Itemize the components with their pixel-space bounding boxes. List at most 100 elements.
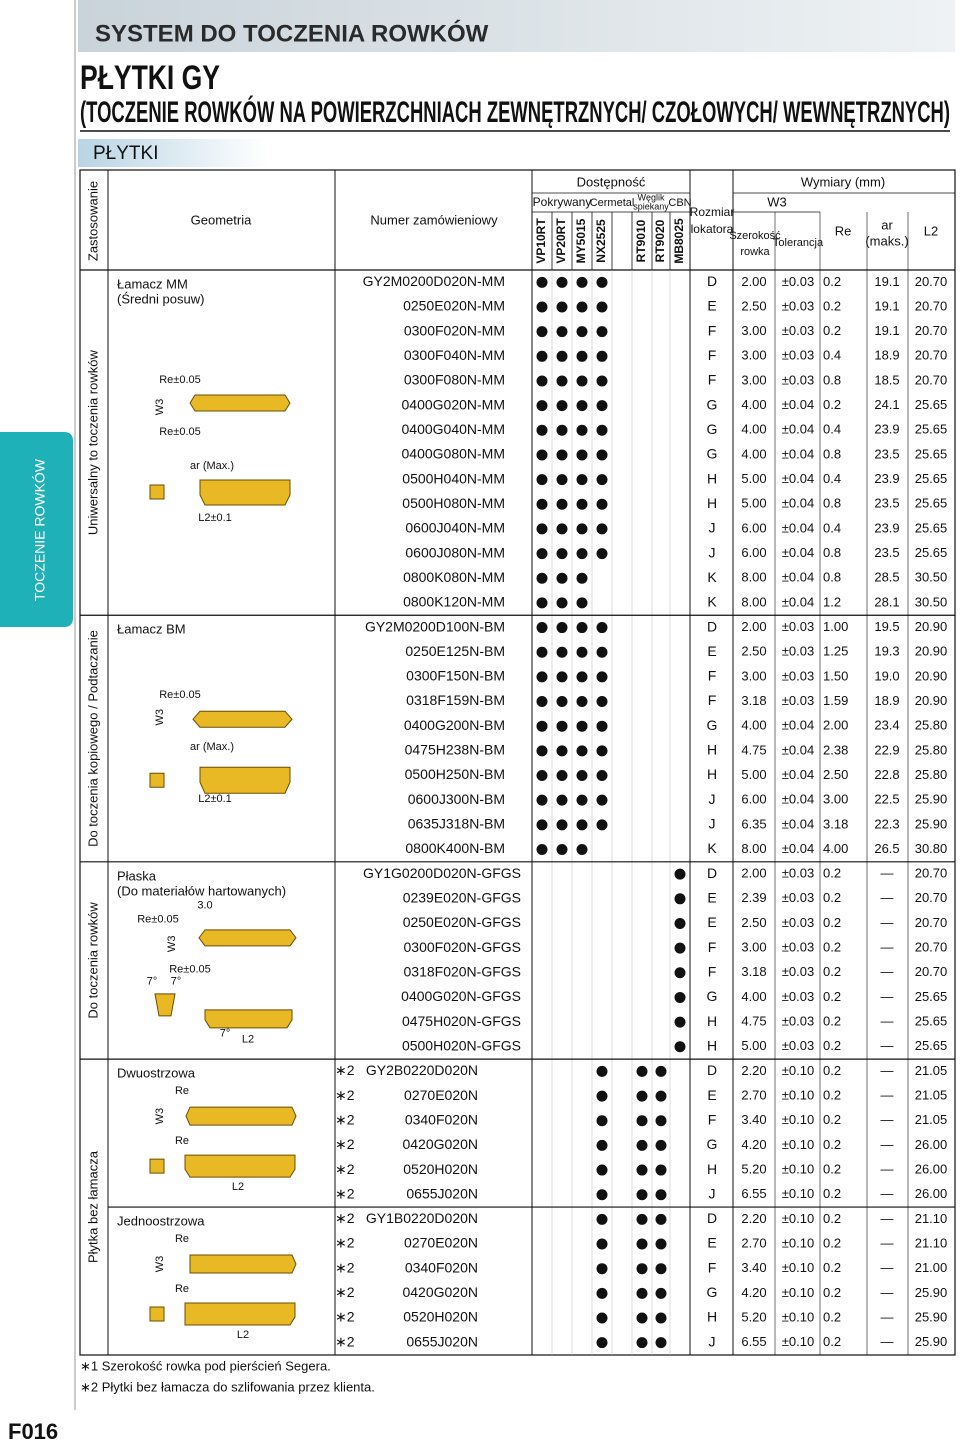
tolerance: ±0.03 [782, 915, 814, 930]
tolerance: ±0.10 [782, 1285, 814, 1300]
order-number: 0800K080N-MM [403, 569, 505, 585]
availability-dot [596, 1090, 608, 1102]
geometry-name: (Do materiałów hartowanych) [117, 883, 286, 898]
l2: 25.65 [915, 520, 948, 535]
tolerance: ±0.04 [782, 718, 814, 733]
availability-dot [636, 1312, 648, 1324]
locator: F [708, 1259, 717, 1275]
locator: G [707, 717, 718, 733]
side-tab-text: TOCZENIE ROWKÓW [32, 458, 48, 601]
ar: 23.9 [874, 471, 899, 486]
availability-dot [556, 745, 568, 757]
header-cell: Tolerancja [773, 237, 824, 249]
availability-dot [655, 1090, 667, 1102]
availability-dot [576, 646, 588, 658]
l2: 21.00 [915, 1260, 948, 1275]
locator: F [708, 347, 717, 363]
availability-dot [576, 301, 588, 313]
tolerance: ±0.04 [782, 816, 814, 831]
geometry-name: Płaska [117, 868, 157, 883]
availability-dot [556, 301, 568, 313]
order-number: 0270E020N [404, 1087, 478, 1103]
availability-dot [596, 350, 608, 362]
width: 6.55 [741, 1334, 766, 1349]
l2: 20.70 [915, 866, 948, 881]
tolerance: ±0.10 [782, 1137, 814, 1152]
availability-dot [674, 917, 686, 929]
width: 3.40 [741, 1112, 766, 1127]
width: 2.20 [741, 1063, 766, 1078]
diagram-label: W3 [154, 399, 166, 416]
availability-dot [636, 1337, 648, 1349]
availability-dot [536, 572, 548, 584]
l2: 25.65 [915, 446, 948, 461]
diagram-label: 7° [147, 976, 158, 988]
ar: 28.5 [874, 570, 899, 585]
width: 8.00 [741, 570, 766, 585]
diagram-label: Re±0.05 [159, 374, 201, 386]
availability-dot [536, 770, 548, 782]
re: 2.00 [823, 718, 848, 733]
header-cell: Cermetal [590, 197, 635, 209]
locator: J [709, 520, 716, 536]
banner [78, 0, 955, 52]
re: 0.2 [823, 915, 841, 930]
width: 6.00 [741, 545, 766, 560]
re: 1.2 [823, 594, 841, 609]
side-tab [0, 432, 73, 627]
availability-dot [636, 1213, 648, 1225]
order-note: ∗2 [335, 1111, 355, 1127]
diagram-label: ar (Max.) [190, 741, 234, 753]
availability-dot [636, 1065, 648, 1077]
locator: F [708, 692, 717, 708]
re: 0.2 [823, 1063, 841, 1078]
order-number: 0800K400N-BM [405, 840, 505, 856]
tolerance: ±0.10 [782, 1186, 814, 1201]
width: 4.00 [741, 989, 766, 1004]
availability-dot [596, 400, 608, 412]
ar: 19.1 [874, 274, 899, 289]
availability-dot [636, 1090, 648, 1102]
tolerance: ±0.10 [782, 1309, 814, 1324]
grade-header: MY5015 [574, 218, 588, 263]
availability-dot [596, 622, 608, 634]
ar: 18.9 [874, 348, 899, 363]
tolerance: ±0.04 [782, 545, 814, 560]
availability-dot [655, 1189, 667, 1201]
order-number: 0318F159N-BM [406, 692, 505, 708]
locator: F [708, 1111, 717, 1127]
diagram-label: 7° [220, 1028, 231, 1040]
l2: 25.80 [915, 742, 948, 757]
availability-dot [636, 1238, 648, 1250]
l2: 30.50 [915, 570, 948, 585]
order-number: GY1G0200D020N-GFGS [363, 865, 521, 881]
availability-dot [596, 646, 608, 658]
insert-drawing [184, 1302, 296, 1326]
l2: 25.90 [915, 1285, 948, 1300]
l2: 25.65 [915, 989, 948, 1004]
availability-dot [556, 375, 568, 387]
availability-dot [536, 671, 548, 683]
availability-dot [556, 696, 568, 708]
ar: 26.5 [874, 841, 899, 856]
l2: 25.65 [915, 422, 948, 437]
banner-text: SYSTEM DO TOCZENIA ROWKÓW [95, 19, 489, 47]
re: 0.2 [823, 989, 841, 1004]
width: 5.00 [741, 1038, 766, 1053]
ar: 18.5 [874, 372, 899, 387]
width: 2.50 [741, 298, 766, 313]
width: 3.00 [741, 940, 766, 955]
ar: 22.8 [874, 767, 899, 782]
availability-dot [636, 1189, 648, 1201]
order-note: ∗2 [335, 1309, 355, 1325]
order-number: 0300F020N-MM [404, 322, 505, 338]
order-note: ∗2 [335, 1185, 355, 1201]
re: 0.2 [823, 323, 841, 338]
availability-dot [536, 646, 548, 658]
width: 3.00 [741, 323, 766, 338]
availability-dot [674, 1041, 686, 1053]
re: 0.4 [823, 471, 841, 486]
header-cell: L2 [924, 223, 938, 238]
width: 6.55 [741, 1186, 766, 1201]
